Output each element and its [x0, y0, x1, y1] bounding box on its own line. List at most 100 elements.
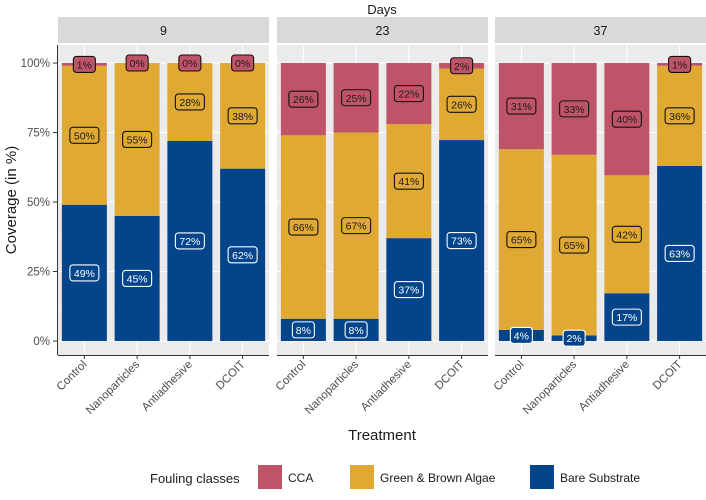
data-label-box [69, 126, 100, 144]
data-label-text: 0% [130, 58, 145, 70]
data-label: 4% [509, 326, 533, 344]
data-label-text: 1% [672, 59, 687, 71]
data-label-text: 2% [567, 333, 582, 345]
data-label: 42% [611, 225, 642, 243]
data-label-text: 62% [232, 250, 253, 262]
x-tick-label: DCOIT [214, 359, 248, 393]
data-label-box [506, 97, 537, 115]
data-label-text: 73% [451, 236, 472, 248]
data-label-box [559, 100, 590, 118]
strip-background [277, 17, 488, 43]
data-label-box [393, 172, 424, 190]
data-label: 0% [178, 54, 202, 72]
data-label: 63% [664, 244, 695, 262]
data-label-text: 38% [232, 111, 253, 123]
data-label-box [178, 54, 202, 72]
data-label-box [664, 107, 695, 125]
data-label-text: 63% [669, 248, 690, 260]
data-label-text: 28% [179, 97, 200, 109]
data-label-box [393, 85, 424, 103]
data-label: 41% [393, 172, 424, 190]
data-label: 25% [341, 89, 372, 107]
data-label-text: 22% [398, 89, 419, 101]
legend-swatch [350, 465, 374, 489]
x-tick-label: Antiadhesive [577, 359, 632, 414]
data-label-box [509, 326, 533, 344]
data-label-box [393, 281, 424, 299]
data-label-box [562, 329, 586, 347]
strip-background [58, 17, 269, 43]
data-label-text: 37% [398, 285, 419, 297]
data-label: 62% [227, 246, 258, 264]
data-label-box [506, 230, 537, 249]
data-label-box [450, 57, 474, 75]
y-tick-label: 100% [21, 58, 50, 70]
x-tick-label: Nanoparticles [303, 358, 361, 416]
data-label-box [341, 89, 372, 107]
data-label-text: 8% [349, 325, 364, 337]
data-label: 2% [450, 57, 474, 75]
data-label-box [291, 321, 315, 339]
data-label-box [122, 130, 153, 148]
data-label: 1% [72, 55, 96, 73]
data-label: 0% [231, 54, 255, 72]
legend-entry-label: CCA [288, 471, 313, 485]
data-label-box [288, 90, 319, 108]
strip-label-day: 23 [376, 24, 390, 38]
data-label-box [611, 308, 642, 326]
data-label-box [122, 269, 153, 288]
data-label-text: 50% [74, 130, 95, 142]
data-label-text: 45% [127, 273, 148, 285]
data-label: 17% [611, 308, 642, 326]
x-tick-label: Nanoparticles [84, 358, 142, 416]
data-label-text: 2% [454, 61, 469, 73]
legend-entry-label: Green & Brown Algae [380, 471, 496, 485]
data-label: 49% [69, 264, 100, 282]
data-label-box [341, 217, 372, 235]
data-label-text: 0% [182, 58, 197, 70]
data-label: 45% [122, 269, 153, 288]
data-label-text: 25% [346, 93, 367, 105]
y-axis-label: Coverage (in %) [3, 146, 20, 254]
data-label-text: 65% [564, 240, 585, 252]
data-label: 2% [562, 329, 586, 347]
data-label-box [69, 264, 100, 282]
legend-title: Fouling classes [150, 471, 240, 486]
data-label: 40% [611, 110, 642, 128]
data-label-text: 1% [77, 59, 92, 71]
data-label: 22% [393, 85, 424, 103]
data-label-box [72, 55, 96, 73]
data-label-text: 66% [293, 222, 314, 234]
data-label-box [344, 321, 368, 339]
data-label: 55% [122, 130, 153, 148]
data-label-text: 36% [669, 111, 690, 123]
data-label-text: 55% [127, 134, 148, 146]
legend-swatch [258, 465, 282, 489]
data-label-box [664, 244, 695, 262]
data-label-text: 4% [514, 330, 529, 342]
x-tick-label: Nanoparticles [521, 358, 579, 416]
data-label-text: 33% [564, 104, 585, 116]
data-label: 0% [125, 54, 149, 72]
strip-label-day: 37 [594, 24, 608, 38]
legend-swatch [530, 465, 554, 489]
data-label-text: 41% [398, 176, 419, 188]
data-label-box [559, 236, 590, 254]
data-label-text: 49% [74, 268, 95, 280]
facet-title: Days [367, 2, 397, 17]
strip-label-day: 9 [160, 24, 167, 38]
x-tick-label: DCOIT [651, 359, 685, 393]
data-label: 33% [559, 100, 590, 118]
data-label-text: 26% [451, 99, 472, 111]
data-label-box [446, 95, 477, 113]
data-label: 31% [506, 97, 537, 115]
legend: Fouling classes CCA Green & Brown Algae Ba… [150, 465, 640, 489]
data-label-text: 17% [616, 312, 637, 324]
data-label-box [668, 55, 692, 73]
data-label-box [446, 231, 477, 250]
data-label-text: 67% [346, 221, 367, 233]
data-label-text: 65% [511, 235, 532, 247]
x-axis-label: Treatment [348, 427, 417, 444]
